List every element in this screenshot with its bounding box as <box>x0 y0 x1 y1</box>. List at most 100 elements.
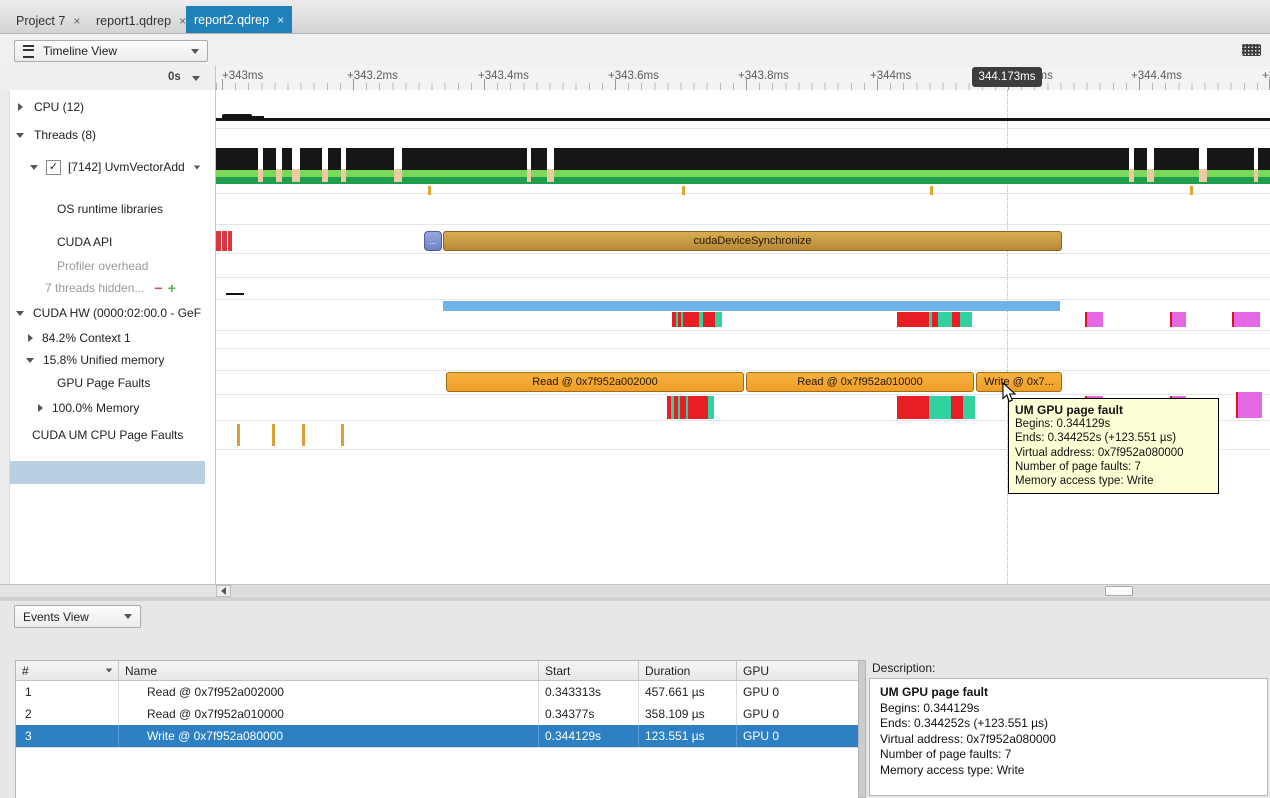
kernel-cluster[interactable] <box>672 312 722 327</box>
tree-label: Profiler overhead <box>57 259 148 273</box>
expand-arrow-icon[interactable] <box>28 334 33 342</box>
tree-row-uvmvectoradd[interactable]: ✓ [7142] UvmVectorAdd <box>10 156 215 178</box>
tree-row-os-runtime[interactable]: OS runtime libraries <box>10 198 215 220</box>
events-view-selector[interactable]: Events View <box>14 605 141 628</box>
timeline-ruler[interactable]: +343ms +343.2ms +343.4ms +343.6ms +343.8… <box>216 66 1270 91</box>
mouse-cursor <box>1001 382 1017 404</box>
gpu-page-fault-bar-hovered[interactable]: Write @ 0x7... <box>976 372 1062 392</box>
tab-label: Project 7 <box>16 14 65 28</box>
tree-vertical-scrollbar[interactable] <box>0 90 10 584</box>
collapsed-events-chip[interactable]: ... <box>424 231 442 251</box>
description-box: UM GPU page fault Begins: 0.344129s Ends… <box>869 678 1268 796</box>
thread-checkbox[interactable]: ✓ <box>46 160 61 175</box>
cuda-device-synchronize-bar[interactable]: cudaDeviceSynchronize <box>443 231 1062 251</box>
tree-row-um-cpu-page-faults[interactable]: CUDA UM CPU Page Faults <box>10 424 215 446</box>
cpu-utilization-peak <box>222 114 252 121</box>
scroll-left-button[interactable] <box>216 585 231 597</box>
tree-label: CPU (12) <box>34 100 84 114</box>
column-header-start[interactable]: Start <box>539 661 639 681</box>
thread-slice-bar[interactable] <box>216 148 1270 170</box>
collapse-arrow-icon[interactable] <box>30 165 38 170</box>
os-event-tick[interactable] <box>1190 186 1193 195</box>
tree-row-context-1[interactable]: 84.2% Context 1 <box>10 327 215 349</box>
gpu-page-fault-bar[interactable]: Read @ 0x7f952a002000 <box>446 372 744 392</box>
cpu-page-fault-tick[interactable] <box>237 424 240 446</box>
gpu-page-fault-bar[interactable]: Read @ 0x7f952a010000 <box>746 372 974 392</box>
hamburger-icon <box>23 45 34 58</box>
os-event-tick[interactable] <box>428 186 431 195</box>
column-header-duration[interactable]: Duration <box>639 661 737 681</box>
os-event-tick[interactable] <box>930 186 933 195</box>
tree-row-profiler-overhead[interactable]: Profiler overhead <box>10 255 215 277</box>
cuda-api-call-bar[interactable] <box>216 231 221 251</box>
origin-label: 0s <box>168 71 181 83</box>
collapse-arrow-icon[interactable] <box>16 133 24 138</box>
tree-row-memory[interactable]: 100.0% Memory <box>10 397 215 419</box>
memory-activity-cluster[interactable] <box>897 396 975 419</box>
memory-migration-bar[interactable] <box>1170 312 1186 327</box>
tree-row-cuda-api[interactable]: CUDA API <box>10 231 215 253</box>
close-icon[interactable]: × <box>73 14 80 28</box>
table-row[interactable]: 1 Read @ 0x7f952a002000 0.343313s 457.66… <box>16 681 859 704</box>
collapse-arrow-icon[interactable] <box>16 311 24 316</box>
keyboard-shortcuts-icon[interactable] <box>1242 44 1261 56</box>
tree-row-cuda-hw[interactable]: CUDA HW (0000:02:00.0 - GeF <box>10 302 215 324</box>
kernel-cluster[interactable] <box>897 312 972 327</box>
table-row[interactable]: 2 Read @ 0x7f952a010000 0.34377s 358.109… <box>16 703 859 726</box>
chevron-down-icon <box>191 49 199 54</box>
tab-report1[interactable]: report1.qdrep × <box>88 8 194 33</box>
tree-row-unified-memory[interactable]: 15.8% Unified memory <box>10 349 215 371</box>
toolbar: Timeline View <box>0 34 1270 67</box>
column-header-gpu[interactable]: GPU <box>737 661 859 681</box>
table-vertical-scrollbar[interactable] <box>858 660 866 798</box>
cpu-page-fault-tick[interactable] <box>302 424 305 446</box>
tab-bar: Project 7 × report1.qdrep × report2.qdre… <box>0 0 1270 34</box>
tree-row-threads[interactable]: Threads (8) <box>10 124 215 146</box>
events-table: # Name Start Duration GPU 1 Read @ 0x7f9… <box>15 660 860 798</box>
column-header-name[interactable]: Name <box>119 661 539 681</box>
arrow-left-icon <box>221 587 226 595</box>
cuda-api-call-bar[interactable] <box>228 231 232 251</box>
memory-migration-bar[interactable] <box>1232 312 1260 327</box>
os-event-tick[interactable] <box>682 186 685 195</box>
column-header-num[interactable]: # <box>16 661 119 681</box>
ruler-label: +343.4ms <box>478 70 529 82</box>
ruler-minor-ticks <box>216 83 1270 90</box>
memory-activity-cluster[interactable] <box>667 396 714 419</box>
memcpy-bar[interactable] <box>443 301 1060 311</box>
timeline-origin-header[interactable]: 0s <box>0 66 216 91</box>
tree-row-cpu[interactable]: CPU (12) <box>10 96 215 118</box>
cpu-page-fault-tick[interactable] <box>272 424 275 446</box>
memory-migration-bar[interactable] <box>1236 392 1262 418</box>
tree-row-threads-hidden[interactable]: 7 threads hidden... − + <box>10 277 215 299</box>
chevron-down-icon[interactable] <box>194 165 200 169</box>
tree-label: 15.8% Unified memory <box>43 353 164 367</box>
scrollbar-thumb[interactable] <box>1105 586 1133 596</box>
cpu-page-fault-tick[interactable] <box>341 424 344 446</box>
tree-row-gpu-page-faults[interactable]: GPU Page Faults <box>10 371 215 394</box>
events-panel: Events View # Name Start Duration GPU 1 … <box>0 601 1270 798</box>
tree-label: CUDA HW (0000:02:00.0 - GeF <box>33 306 201 320</box>
tree-label: 7 threads hidden... <box>45 281 144 295</box>
chevron-down-icon <box>192 76 200 81</box>
close-icon[interactable]: × <box>277 13 284 27</box>
cpu-utilization-peak <box>252 116 264 121</box>
timeline-canvas[interactable]: ... cudaDeviceSynchronize Read @ 0x7f952… <box>216 90 1270 584</box>
remove-icon[interactable]: − <box>154 280 162 296</box>
table-row-selected[interactable]: 3 Write @ 0x7f952a080000 0.344129s 123.5… <box>16 725 859 748</box>
cuda-api-call-bar[interactable] <box>222 231 227 251</box>
tab-project-7[interactable]: Project 7 × <box>8 8 88 33</box>
ruler-label: +343.2ms <box>347 70 398 82</box>
expand-arrow-icon[interactable] <box>38 404 43 412</box>
timeline-view-selector[interactable]: Timeline View <box>14 40 208 62</box>
timestamp-badge: 344.173ms <box>972 67 1042 87</box>
add-icon[interactable]: + <box>168 280 176 296</box>
memory-migration-bar[interactable] <box>1085 312 1103 327</box>
tab-report2-active[interactable]: report2.qdrep × <box>186 6 292 33</box>
tree-label: 84.2% Context 1 <box>42 331 131 345</box>
hidden-thread-activity-mark <box>226 293 244 295</box>
expand-arrow-icon[interactable] <box>18 103 23 111</box>
tree-label: 100.0% Memory <box>52 401 139 415</box>
timeline-horizontal-scrollbar[interactable] <box>0 584 1270 598</box>
collapse-arrow-icon[interactable] <box>26 358 34 363</box>
